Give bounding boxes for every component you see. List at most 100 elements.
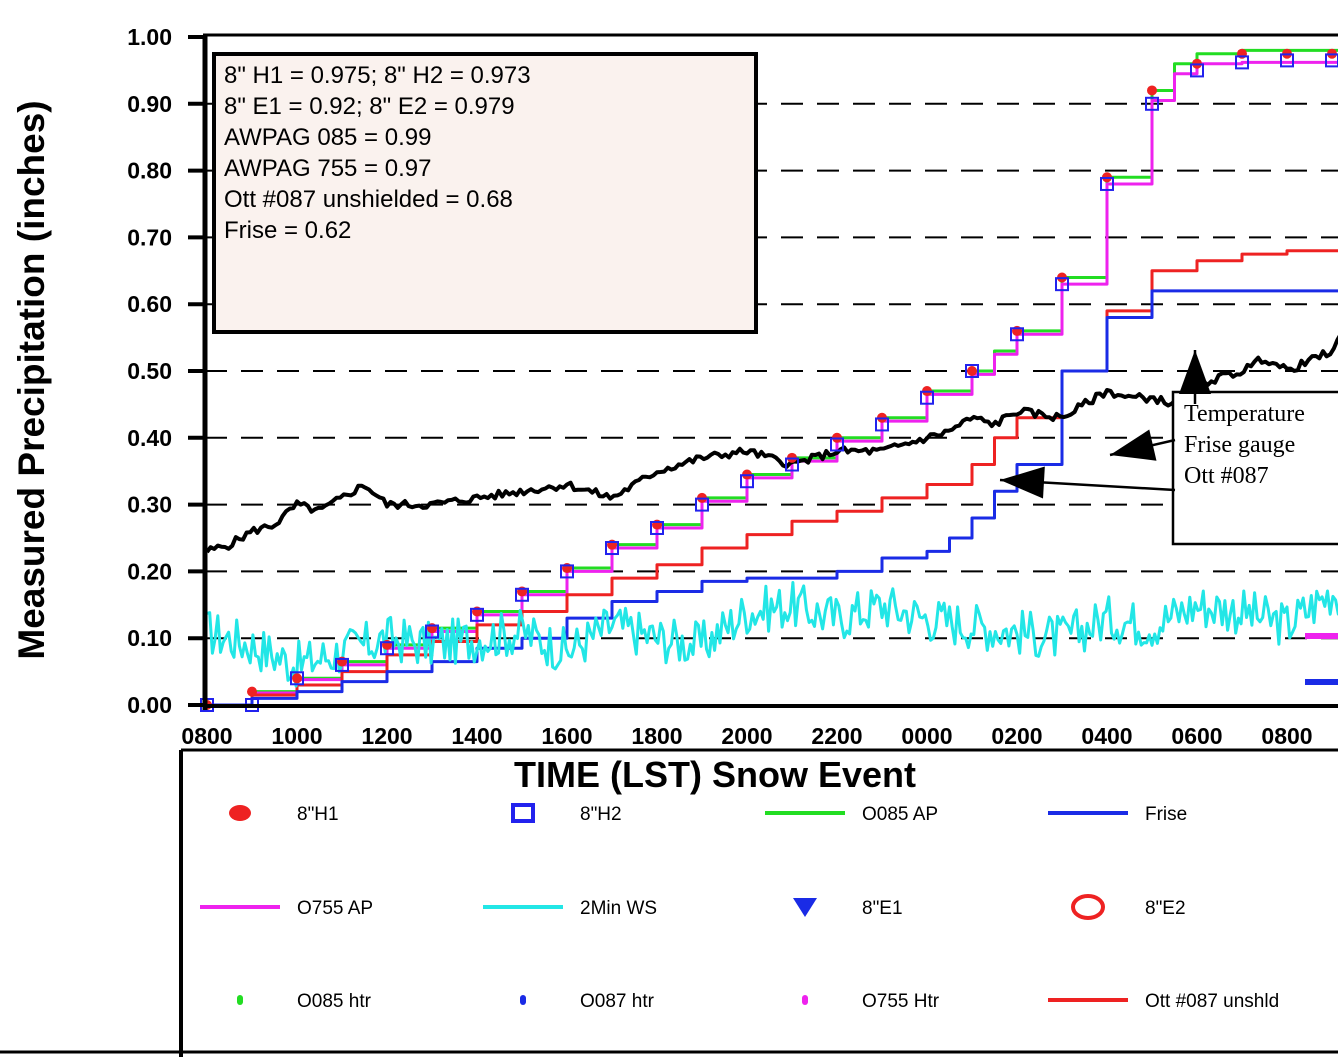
annotation-ott: Ott #087 [1184,463,1269,489]
marker-8h2 [965,364,979,378]
legend-marker [802,995,808,1005]
marker-8h2 [1055,277,1069,292]
marker-8h2 [605,541,619,556]
marker-8h2 [470,607,484,622]
o087-htr-mark [1305,679,1338,685]
marker-8h2 [1100,176,1114,191]
x-tick-label: 0200 [991,723,1042,749]
y-tick-label: 0.00 [127,692,172,718]
x-tick-label: 0600 [1171,723,1222,749]
legend-label: O755 Htr [862,991,940,1012]
marker-8h2 [1190,63,1204,78]
legend-item: O755 Htr [802,991,940,1012]
y-axis-title: Measured Precipitation (inches) [11,100,52,659]
marker-8h2 [380,641,394,656]
marker-8h2 [560,564,574,579]
annotation-arrows [999,350,1211,499]
legend-label: 8"E2 [1145,898,1186,919]
marker-8h2 [1325,53,1338,68]
y-ticks: 0.00 0.10 0.20 0.30 0.40 0.50 0.60 0.70 0.80 0.90… [127,24,205,718]
legend-item: 8"E1 [793,898,903,919]
legend-item: 8"E2 [1071,894,1186,920]
legend-marker [229,805,251,821]
y-tick-label: 0.30 [127,492,172,518]
marker-8h1 [967,366,977,376]
summary-line: Frise = 0.62 [224,217,351,244]
marker-8h1 [1147,85,1157,96]
legend-item: O085 htr [237,991,372,1012]
marker-8h2 [1235,55,1249,70]
legend-item: 2Min WS [483,898,657,919]
legend-marker [511,803,535,823]
x-tick-label: 1800 [631,723,682,749]
x-tick-label: 2200 [811,723,862,749]
summary-line: 8" E1 = 0.92; 8" E2 = 0.979 [224,93,515,120]
y-tick-label: 0.20 [127,558,172,584]
x-tick-label: 1000 [271,723,322,749]
legend-label: O085 htr [297,991,372,1012]
annotation-temperature: Temperature [1184,401,1305,427]
marker-8h2 [425,624,439,639]
legend-label: O755 AP [297,898,373,919]
y-tick-label: 1.00 [127,24,172,50]
marker-8h2 [740,474,754,489]
y-tick-label: 0.70 [127,224,172,250]
legend-label: 8"H2 [580,804,622,825]
legend-marker [237,995,243,1005]
series-frise [207,289,1338,707]
marker-8h2 [920,390,934,405]
marker-8h2 [1280,53,1294,68]
legend-item: O087 htr [520,991,655,1012]
y-tick-label: 0.80 [127,158,172,184]
x-tick-label: 1600 [541,723,592,749]
summary-line: Ott #087 unshielded = 0.68 [224,186,513,213]
legend-label: O087 htr [580,991,655,1012]
legend-item: Frise [1048,804,1187,825]
summary-line: 8" H1 = 0.975; 8" H2 = 0.973 [224,62,531,89]
legend-item: 8"H1 [229,804,339,825]
marker-8h2 [830,437,844,452]
legend-marker [793,898,817,917]
legend-label: O085 AP [862,804,938,825]
arrow-head [1000,466,1045,499]
y-tick-label: 0.90 [127,91,172,117]
marker-8h2 [785,457,799,472]
arrow-head [1179,350,1211,394]
y-tick-label: 0.10 [127,625,172,651]
summary-line: AWPAG 755 = 0.97 [224,155,431,182]
marker-8h2 [335,657,349,672]
x-tick-label: 0800 [181,723,232,749]
legend-label: Ott #087 unshld [1145,991,1279,1012]
legend-item: O085 AP [765,804,938,825]
y-tick-label: 0.40 [127,425,172,451]
series-2min-ws [206,581,1338,688]
marker-8h2 [290,671,304,686]
x-ticks: 0800 1000 1200 1400 1600 1800 2000 2200 0000 0200… [181,723,1312,749]
marker-8h2 [650,520,664,535]
marker-8h2 [695,497,709,512]
summary-line: AWPAG 085 = 0.99 [224,124,431,151]
o755-htr-mark [1305,633,1338,639]
marker-8h1 [292,673,302,684]
legend-label: 2Min WS [580,898,657,919]
legend-item: 8"H2 [511,803,622,825]
legend: 8"H1 8"H2 O085 AP Frise O755 AP 2Min WS 8"E1 8"… [0,748,1338,1057]
legend-item: Ott #087 unshld [1048,991,1279,1012]
legend-marker [1071,894,1105,920]
annotation-box: Temperature Frise gauge Ott #087 [1171,390,1338,546]
annotation-frise: Frise gauge [1184,432,1295,458]
marker-8h2 [515,587,529,602]
legend-item: O755 AP [200,898,373,919]
legend-label: 8"H1 [297,804,339,825]
marker-8h2 [1145,96,1159,111]
y-tick-label: 0.50 [127,358,172,384]
x-tick-label: 0800 [1261,723,1312,749]
marker-8h2 [875,417,889,432]
legend-label: 8"E1 [862,898,903,919]
marker-8h2 [1010,327,1024,342]
x-tick-label: 0000 [901,723,952,749]
summary-box: 8" H1 = 0.975; 8" H2 = 0.973 8" E1 = 0.92… [212,52,758,334]
arrow-head [1110,429,1157,461]
x-axis-title: TIME (LST) Snow Event [514,754,916,795]
